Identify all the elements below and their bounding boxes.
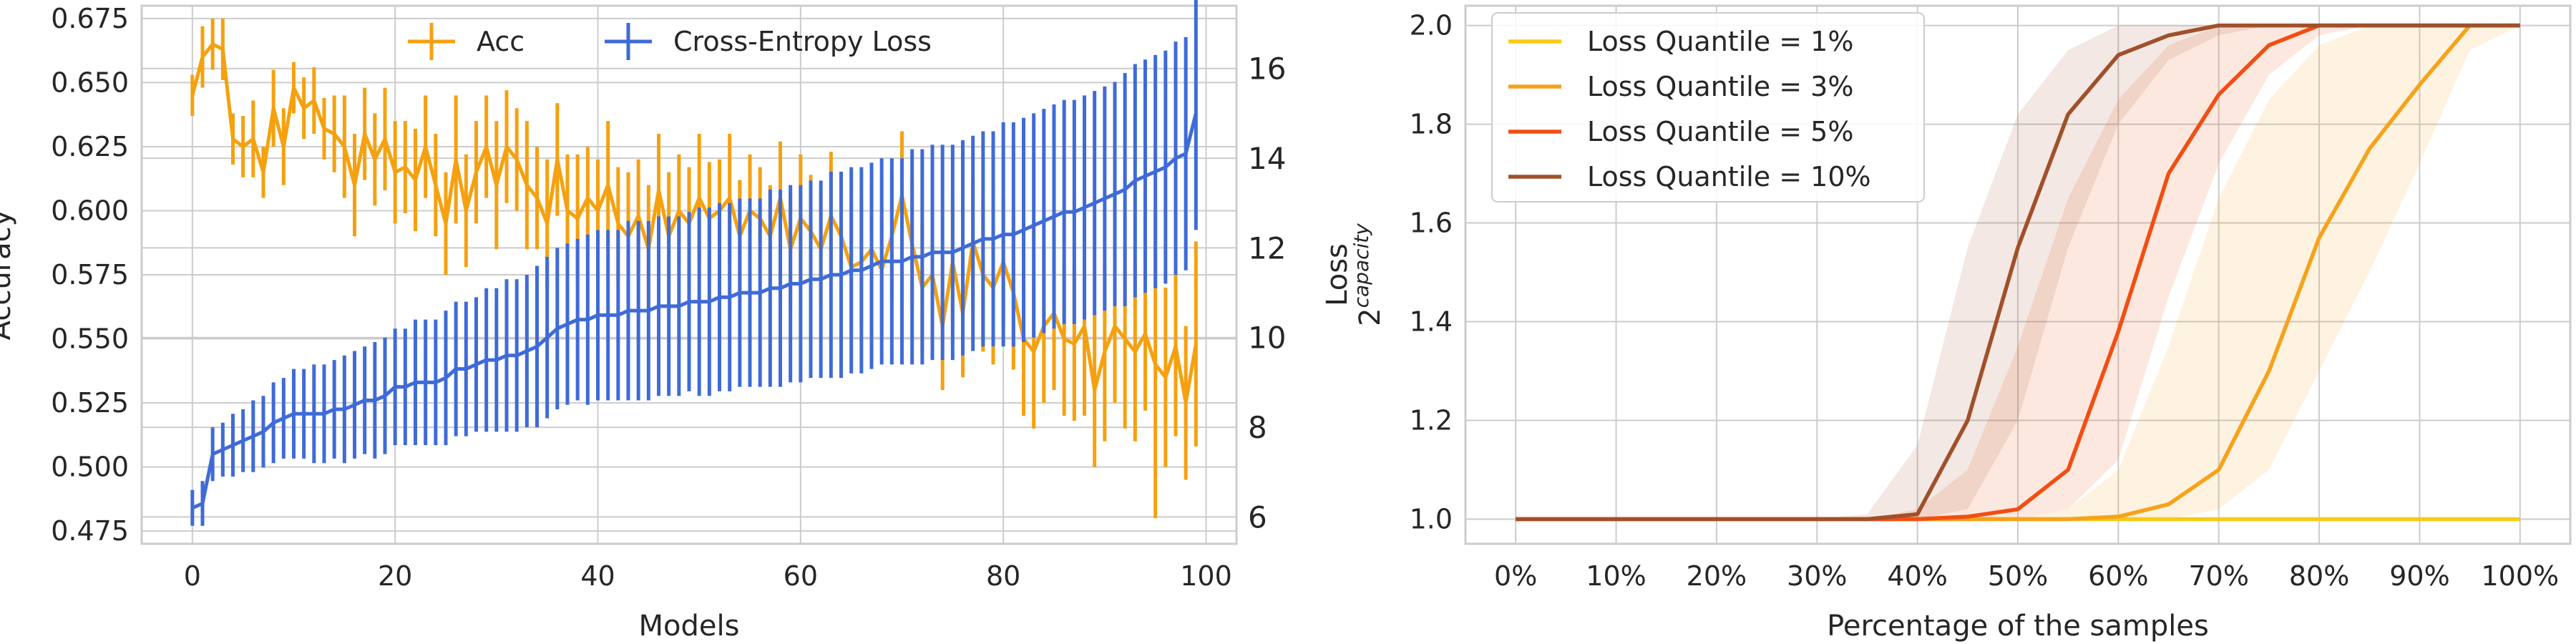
y-tick-label: 1.2 [1410, 405, 1453, 436]
x-tick-label: 0 [184, 560, 201, 592]
legend-label: Cross-Entropy Loss [673, 26, 932, 57]
legend-box [1491, 12, 1925, 203]
legend: Loss Quantile = 1% Loss Quantile = 3% Loss… [1491, 12, 1925, 203]
y-tick-label: 1.4 [1410, 306, 1453, 338]
y2-tick-label: 10 [1248, 321, 1286, 356]
y2-tick-label: 16 [1248, 52, 1286, 87]
y-tick-label: 0.650 [51, 67, 129, 98]
plot-frame [1464, 4, 2572, 545]
x-tick-label: 80% [2289, 560, 2349, 592]
x-tick-label: 50% [1988, 560, 2048, 592]
x-tick-label: 60% [2088, 560, 2148, 592]
legend-label: Loss Quantile = 10% [1587, 161, 1871, 192]
y-tick-label: 0.550 [51, 323, 129, 355]
x-tick-label: 100% [2481, 560, 2559, 592]
x-tick-label: 20 [378, 560, 412, 592]
y-axis-label: 2capacity [1350, 223, 1387, 326]
x-tick-label: 100 [1180, 560, 1232, 592]
x-tick-label: 60 [784, 560, 818, 592]
y2-axis-label: Loss [1321, 243, 1354, 306]
x-axis-label: Percentage of the samples [1827, 610, 2209, 643]
y2-tick-label: 12 [1248, 230, 1286, 265]
y-tick-label: 2.0 [1410, 10, 1453, 42]
legend-label: Acc [477, 26, 525, 57]
y-tick-label: 0.625 [51, 131, 129, 162]
x-tick-label: 0% [1494, 560, 1537, 592]
y-axis-label: Accuracy [0, 210, 17, 341]
y-tick-label: 0.575 [51, 259, 129, 291]
x-axis-label: Models [639, 610, 740, 643]
x-tick-label: 80 [986, 560, 1020, 592]
y2-tick-label: 6 [1248, 499, 1267, 535]
legend-label: Loss Quantile = 3% [1587, 71, 1853, 102]
y-axis-label-base: 2 [1354, 308, 1387, 326]
y2-tick-label: 8 [1248, 410, 1267, 445]
confidence-band [1516, 25, 2520, 519]
x-tick-label: 20% [1687, 560, 1747, 592]
y-tick-label: 0.600 [51, 195, 129, 226]
y-tick-label: 1.6 [1410, 208, 1453, 239]
series-line [1516, 23, 2520, 522]
legend-label: Loss Quantile = 5% [1587, 116, 1853, 147]
legend: Acc Cross-Entropy Loss [408, 23, 932, 60]
y-tick-label: 0.475 [51, 515, 129, 547]
left-chart: 0 20 40 60 80 100 0.475 0.500 0.525 0.550 0.575 0.6… [0, 0, 1354, 643]
y-tick-label: 1.0 [1410, 504, 1453, 535]
y-tick-label: 1.8 [1410, 109, 1453, 140]
plot-frame [140, 4, 1238, 545]
series-line [190, 42, 1198, 405]
x-tick-label: 90% [2389, 560, 2449, 592]
y-tick-label: 0.500 [51, 452, 129, 483]
series-line [191, 112, 1198, 510]
x-tick-label: 70% [2188, 560, 2248, 592]
series-line [1516, 23, 2520, 522]
y-axis-label-exponent: capacity [1350, 223, 1373, 308]
x-tick-label: 40 [580, 560, 615, 592]
y-tick-label: 0.675 [51, 3, 129, 34]
x-tick-label: 10% [1586, 560, 1646, 592]
y-tick-label: 0.525 [51, 387, 129, 419]
x-tick-label: 30% [1787, 560, 1847, 592]
confidence-band [1516, 25, 2520, 519]
series-loss [190, 0, 1198, 526]
y2-tick-label: 14 [1248, 141, 1286, 176]
right-chart: 0% 10% 20% 30% 40% 50% 60% 70% 80% 90% 100% 1.0 1.2 1… [1350, 4, 2572, 643]
confidence-band [1516, 25, 2520, 519]
legend-label: Loss Quantile = 1% [1587, 26, 1853, 57]
x-tick-label: 40% [1887, 560, 1947, 592]
